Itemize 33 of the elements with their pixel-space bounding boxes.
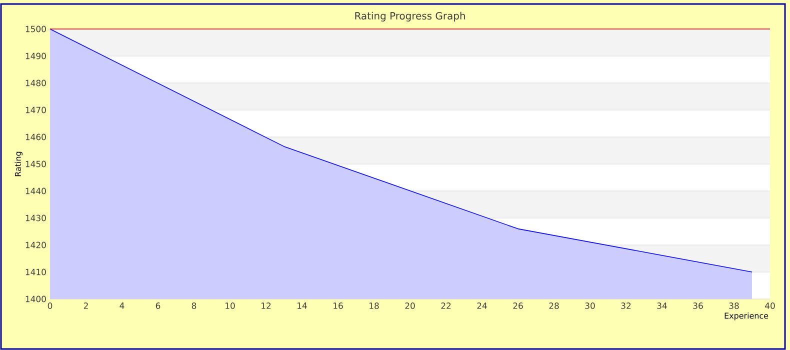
x-tick-label: 22 (441, 302, 451, 309)
y-tick-label: 1480 (26, 80, 46, 86)
y-tick-label: 1400 (26, 296, 46, 302)
y-tick-label: 1430 (26, 214, 46, 222)
x-tick-label: 4 (120, 302, 124, 309)
x-tick-label: 14 (298, 302, 307, 309)
x-tick-label: 12 (262, 302, 271, 309)
x-tick-label: 8 (192, 302, 196, 309)
x-tick-label: 32 (621, 302, 631, 309)
x-tick-label: 38 (729, 302, 739, 309)
y-tick-label: 1450 (26, 160, 46, 168)
x-tick-label: 16 (334, 302, 343, 309)
chart-title: Rating Progress Graph (355, 12, 465, 22)
x-tick-label: 10 (226, 302, 235, 309)
x-tick-label: 0 (48, 302, 52, 309)
y-tick-label: 1440 (26, 188, 46, 194)
y-tick-label: 1470 (26, 106, 46, 114)
x-tick-label: 6 (156, 302, 160, 309)
y-tick-label: 1490 (26, 52, 46, 60)
y-tick-label: 1410 (26, 268, 46, 276)
y-tick-label: 1460 (26, 134, 46, 140)
x-tick-label: 20 (405, 302, 415, 309)
x-tick-label: 18 (370, 302, 379, 309)
x-tick-label: 2 (84, 302, 88, 309)
y-tick-label: 1500 (26, 26, 46, 32)
x-tick-label: 34 (657, 302, 667, 309)
x-tick-label: 24 (477, 302, 487, 309)
x-tick-label: 30 (585, 302, 595, 309)
y-tick-label: 1420 (26, 242, 46, 248)
x-tick-label: 26 (513, 302, 523, 309)
x-tick-label: 40 (765, 302, 775, 309)
x-tick-label: 28 (549, 302, 559, 309)
x-tick-label: 36 (693, 302, 703, 309)
